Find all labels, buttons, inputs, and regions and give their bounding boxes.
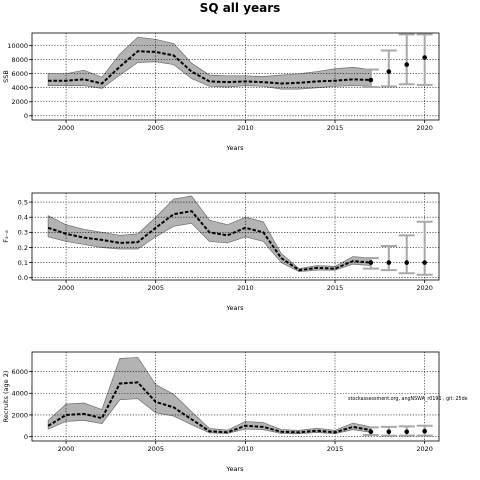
- median-line: [47, 381, 372, 434]
- x-tick-label: 2020: [416, 445, 433, 453]
- x-tick-label: 2005: [147, 284, 164, 292]
- y-tick-label: 6000: [11, 368, 28, 376]
- projection-point-2017: [368, 260, 374, 265]
- x-tick-label: 2000: [58, 445, 75, 453]
- y-tick-label: 6000: [11, 70, 28, 78]
- x-tick-label: 2010: [237, 284, 254, 292]
- panel-3: 2000 2005 2010 2015 2020 0 2000 4000 6000 Years Re…: [2, 351, 468, 473]
- projection-point-2020: [422, 428, 427, 434]
- x-axis-label: Years: [225, 144, 244, 152]
- y-tick-label: 0.1: [18, 259, 28, 267]
- y-tick-label: 8000: [11, 56, 28, 64]
- x-tick-label: 2020: [416, 284, 433, 292]
- y-tick-label: 0.0: [18, 274, 28, 282]
- projection-point-2019: [404, 62, 410, 67]
- projection-point-2017: [368, 77, 374, 83]
- y-tick-label: 0: [24, 112, 28, 120]
- x-axis-label: Years: [225, 304, 244, 312]
- y-tick-label: 0: [24, 433, 28, 441]
- y-tick-label: 0.5: [18, 198, 28, 206]
- y-tick-label: 2000: [11, 411, 28, 419]
- projection-point-2019: [404, 260, 410, 265]
- projection-errorbar-2018: [380, 244, 397, 272]
- x-tick-label: 2005: [147, 124, 164, 132]
- x-axis-label: Years: [225, 465, 244, 473]
- y-tick-label: 2000: [11, 98, 28, 106]
- median-line: [47, 210, 371, 272]
- y-axis-label: SSB: [2, 70, 10, 83]
- projection-point-2020: [422, 55, 427, 60]
- y-axis-label: Recruits (age 2): [2, 371, 10, 423]
- y-tick-label: 4000: [11, 84, 28, 92]
- figure-title: SQ all years: [200, 1, 281, 15]
- projection-point-2018: [386, 260, 392, 265]
- projection-point-2018: [386, 429, 392, 435]
- projection-errorbar-2020: [416, 220, 433, 276]
- x-tick-label: 2000: [58, 124, 75, 132]
- panel-1: 2000 2005 2010 2015 2020 0 2000 4000 6000 8000 100…: [2, 32, 440, 152]
- confidence-band: [47, 357, 372, 434]
- projection-errorbar-2019: [398, 33, 415, 86]
- x-tick-label: 2000: [58, 284, 75, 292]
- projection-point-2017: [368, 429, 374, 435]
- axes-frame: [31, 32, 440, 121]
- x-tick-label: 2020: [416, 124, 433, 132]
- annotation: stockassessment.org, angNSWA_r0191 , git…: [348, 396, 468, 402]
- y-tick-label: 0.4: [18, 214, 28, 222]
- panel-2: 2000 2005 2010 2015 2020 0.0 0.1 0.2 0.3 0.4 0.5 Ye…: [2, 192, 440, 312]
- projection-errorbar-2019: [398, 234, 415, 275]
- y-axis-label: F₃₋₈: [2, 230, 10, 243]
- y-tick-label: 0.3: [18, 229, 28, 237]
- axes-frame: [31, 351, 440, 442]
- confidence-band: [47, 195, 372, 273]
- x-tick-label: 2010: [237, 445, 254, 453]
- projection-point-2019: [404, 429, 410, 435]
- x-tick-label: 2015: [327, 445, 344, 453]
- x-tick-label: 2010: [237, 124, 254, 132]
- x-tick-label: 2015: [327, 124, 344, 132]
- median-line: [48, 50, 371, 85]
- y-tick-label: 0.2: [18, 244, 28, 252]
- panels: 2000 2005 2010 2015 2020 0 2000 4000 6000 8000 100…: [2, 32, 468, 473]
- axes-frame: [31, 192, 440, 281]
- projection-point-2020: [422, 260, 427, 265]
- x-tick-label: 2005: [147, 445, 164, 453]
- projection-point-2018: [386, 69, 392, 74]
- x-tick-label: 2015: [327, 284, 344, 292]
- projection-errorbar-2018: [380, 49, 397, 88]
- y-tick-label: 4000: [11, 390, 28, 398]
- y-tick-label: 10000: [7, 42, 28, 50]
